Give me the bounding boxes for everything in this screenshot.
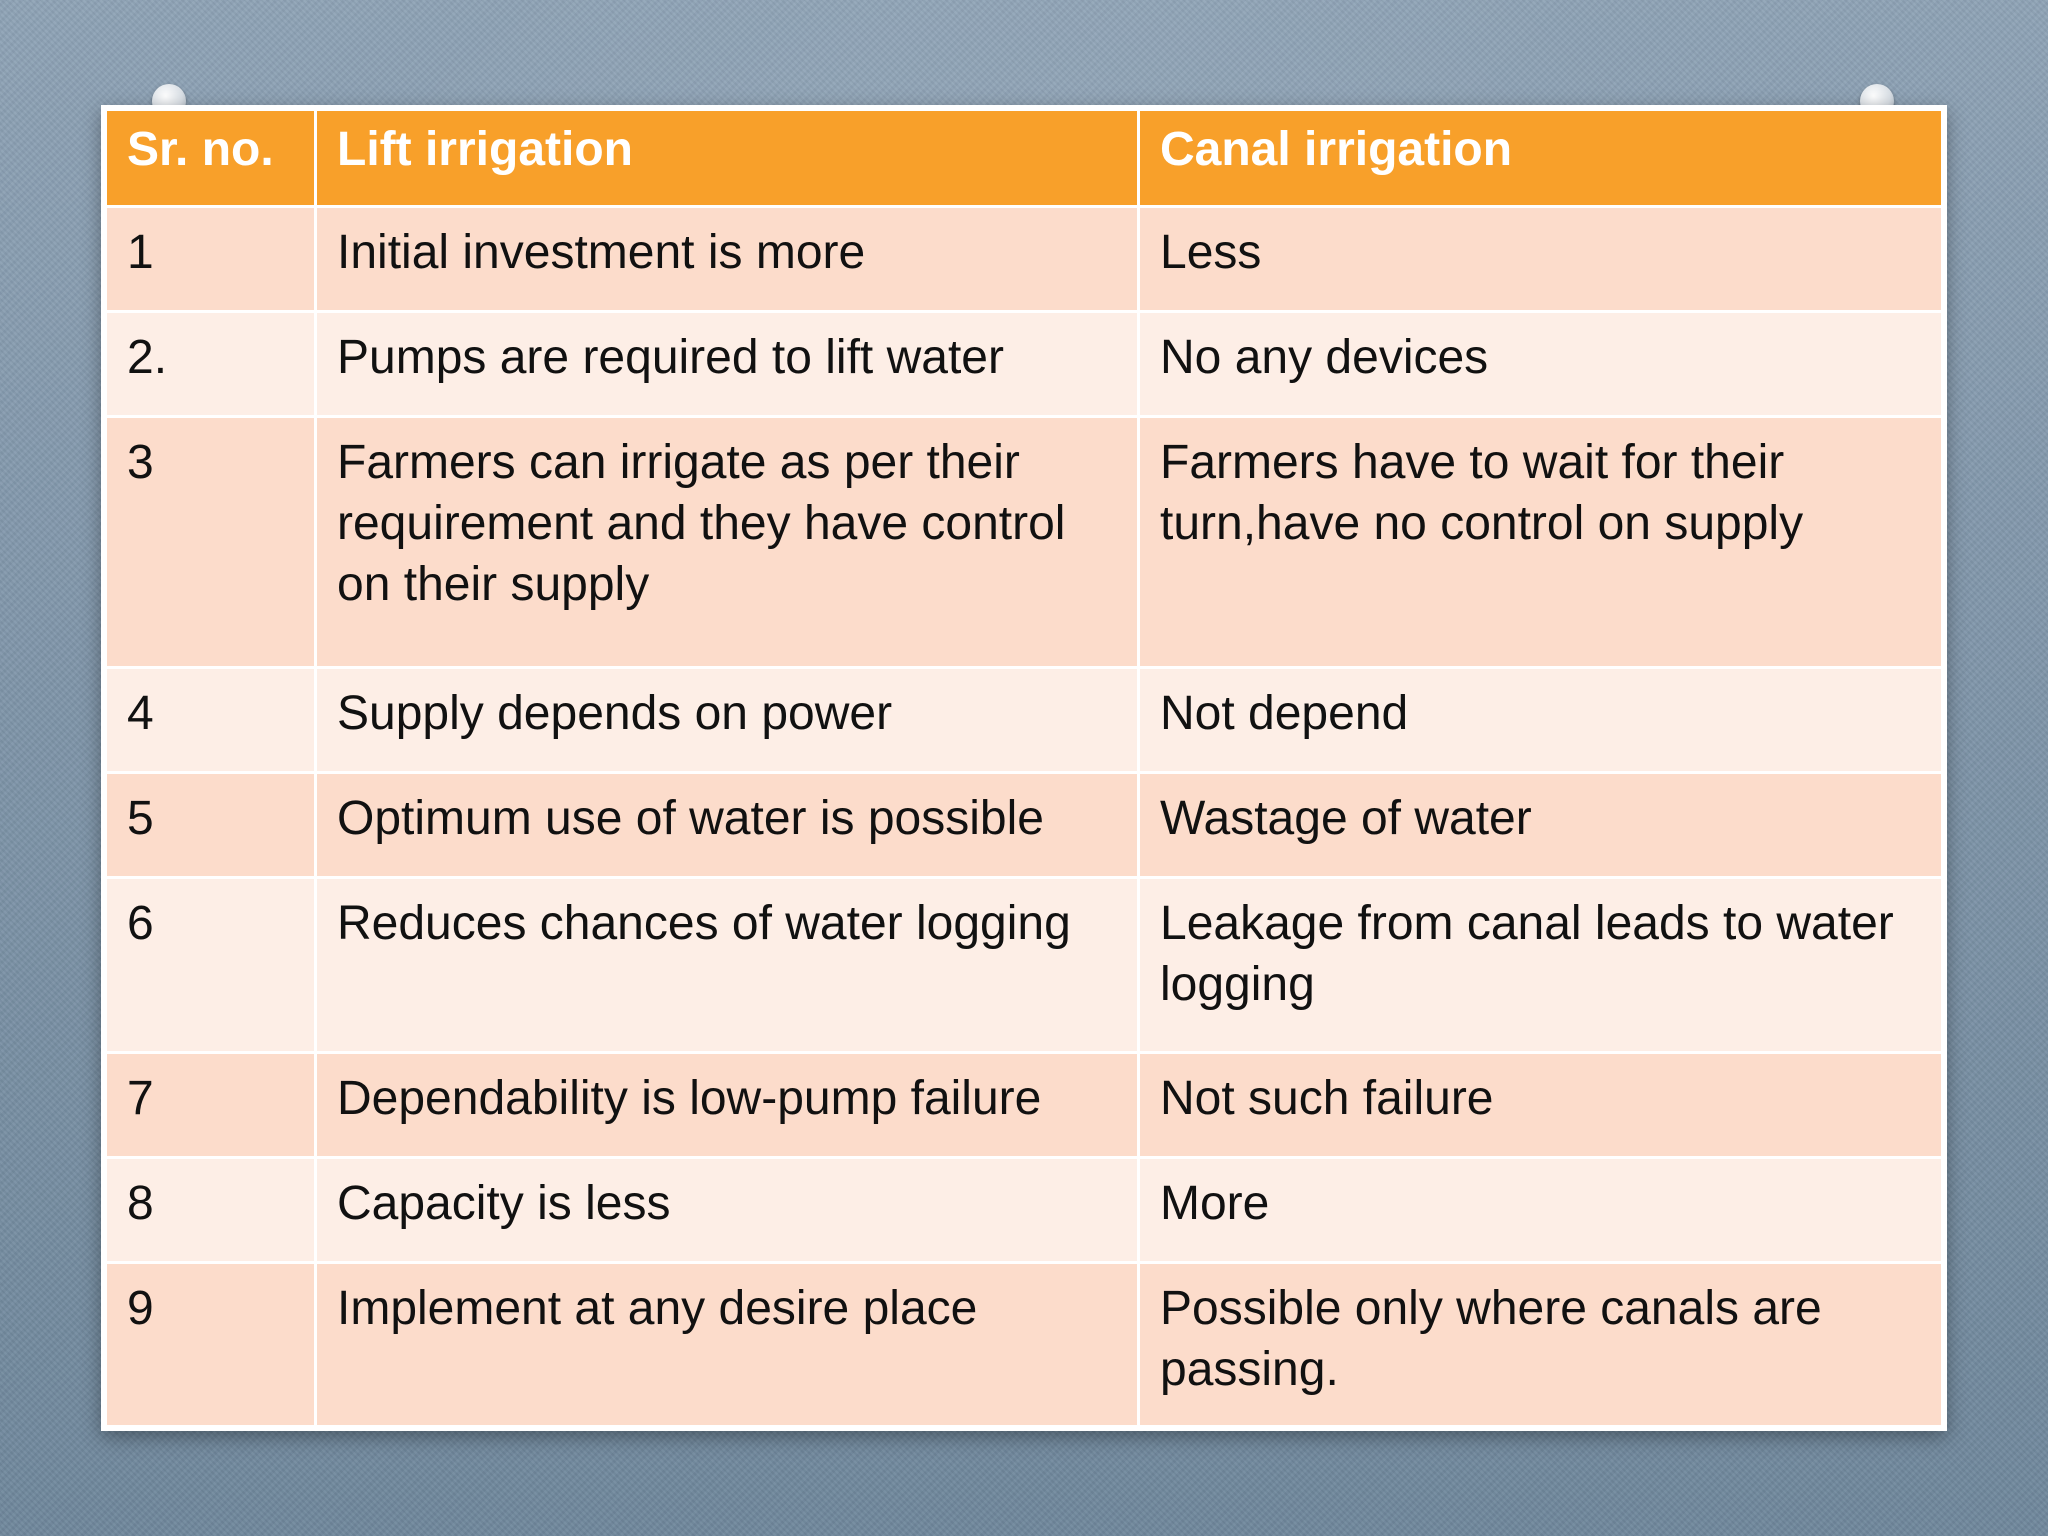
cell-lift: Implement at any desire place	[314, 1261, 1140, 1428]
cell-sr: 3	[104, 415, 317, 669]
table-row: 7 Dependability is low-pump failure Not …	[104, 1051, 1944, 1159]
cell-sr: 2.	[104, 310, 317, 418]
cell-sr: 4	[104, 666, 317, 774]
header-lift-irrigation: Lift irrigation	[314, 108, 1140, 208]
cell-sr: 5	[104, 771, 317, 879]
cell-lift: Pumps are required to lift water	[314, 310, 1140, 418]
cell-lift: Farmers can irrigate as per their requir…	[314, 415, 1140, 669]
comparison-table-card: Sr. no. Lift irrigation Canal irrigation…	[101, 105, 1947, 1431]
table-row: 8 Capacity is less More	[104, 1156, 1944, 1264]
cell-canal: No any devices	[1137, 310, 1944, 418]
cell-canal: More	[1137, 1156, 1944, 1264]
cell-canal: Wastage of water	[1137, 771, 1944, 879]
cell-canal: Less	[1137, 205, 1944, 313]
cell-lift: Dependability is low-pump failure	[314, 1051, 1140, 1159]
irrigation-comparison-table: Sr. no. Lift irrigation Canal irrigation…	[104, 108, 1944, 1428]
cell-sr: 8	[104, 1156, 317, 1264]
cell-sr: 1	[104, 205, 317, 313]
cell-lift: Reduces chances of water logging	[314, 876, 1140, 1054]
table-row: 3 Farmers can irrigate as per their requ…	[104, 415, 1944, 669]
cell-canal: Leakage from canal leads to water loggin…	[1137, 876, 1944, 1054]
cell-canal: Not depend	[1137, 666, 1944, 774]
table-row: 4 Supply depends on power Not depend	[104, 666, 1944, 774]
cell-sr: 6	[104, 876, 317, 1054]
table-header-row: Sr. no. Lift irrigation Canal irrigation	[104, 108, 1944, 208]
cell-lift: Initial investment is more	[314, 205, 1140, 313]
header-canal-irrigation: Canal irrigation	[1137, 108, 1944, 208]
cell-canal: Not such failure	[1137, 1051, 1944, 1159]
cell-sr: 9	[104, 1261, 317, 1428]
cell-lift: Capacity is less	[314, 1156, 1140, 1264]
header-sr-no: Sr. no.	[104, 108, 317, 208]
table-row: 2. Pumps are required to lift water No a…	[104, 310, 1944, 418]
cell-lift: Supply depends on power	[314, 666, 1140, 774]
cell-lift: Optimum use of water is possible	[314, 771, 1140, 879]
cell-sr: 7	[104, 1051, 317, 1159]
cell-canal: Farmers have to wait for their turn,have…	[1137, 415, 1944, 669]
table-row: 6 Reduces chances of water logging Leaka…	[104, 876, 1944, 1054]
table-row: 9 Implement at any desire place Possible…	[104, 1261, 1944, 1428]
cell-canal: Possible only where canals are passing.	[1137, 1261, 1944, 1428]
table-row: 1 Initial investment is more Less	[104, 205, 1944, 313]
table-row: 5 Optimum use of water is possible Wasta…	[104, 771, 1944, 879]
